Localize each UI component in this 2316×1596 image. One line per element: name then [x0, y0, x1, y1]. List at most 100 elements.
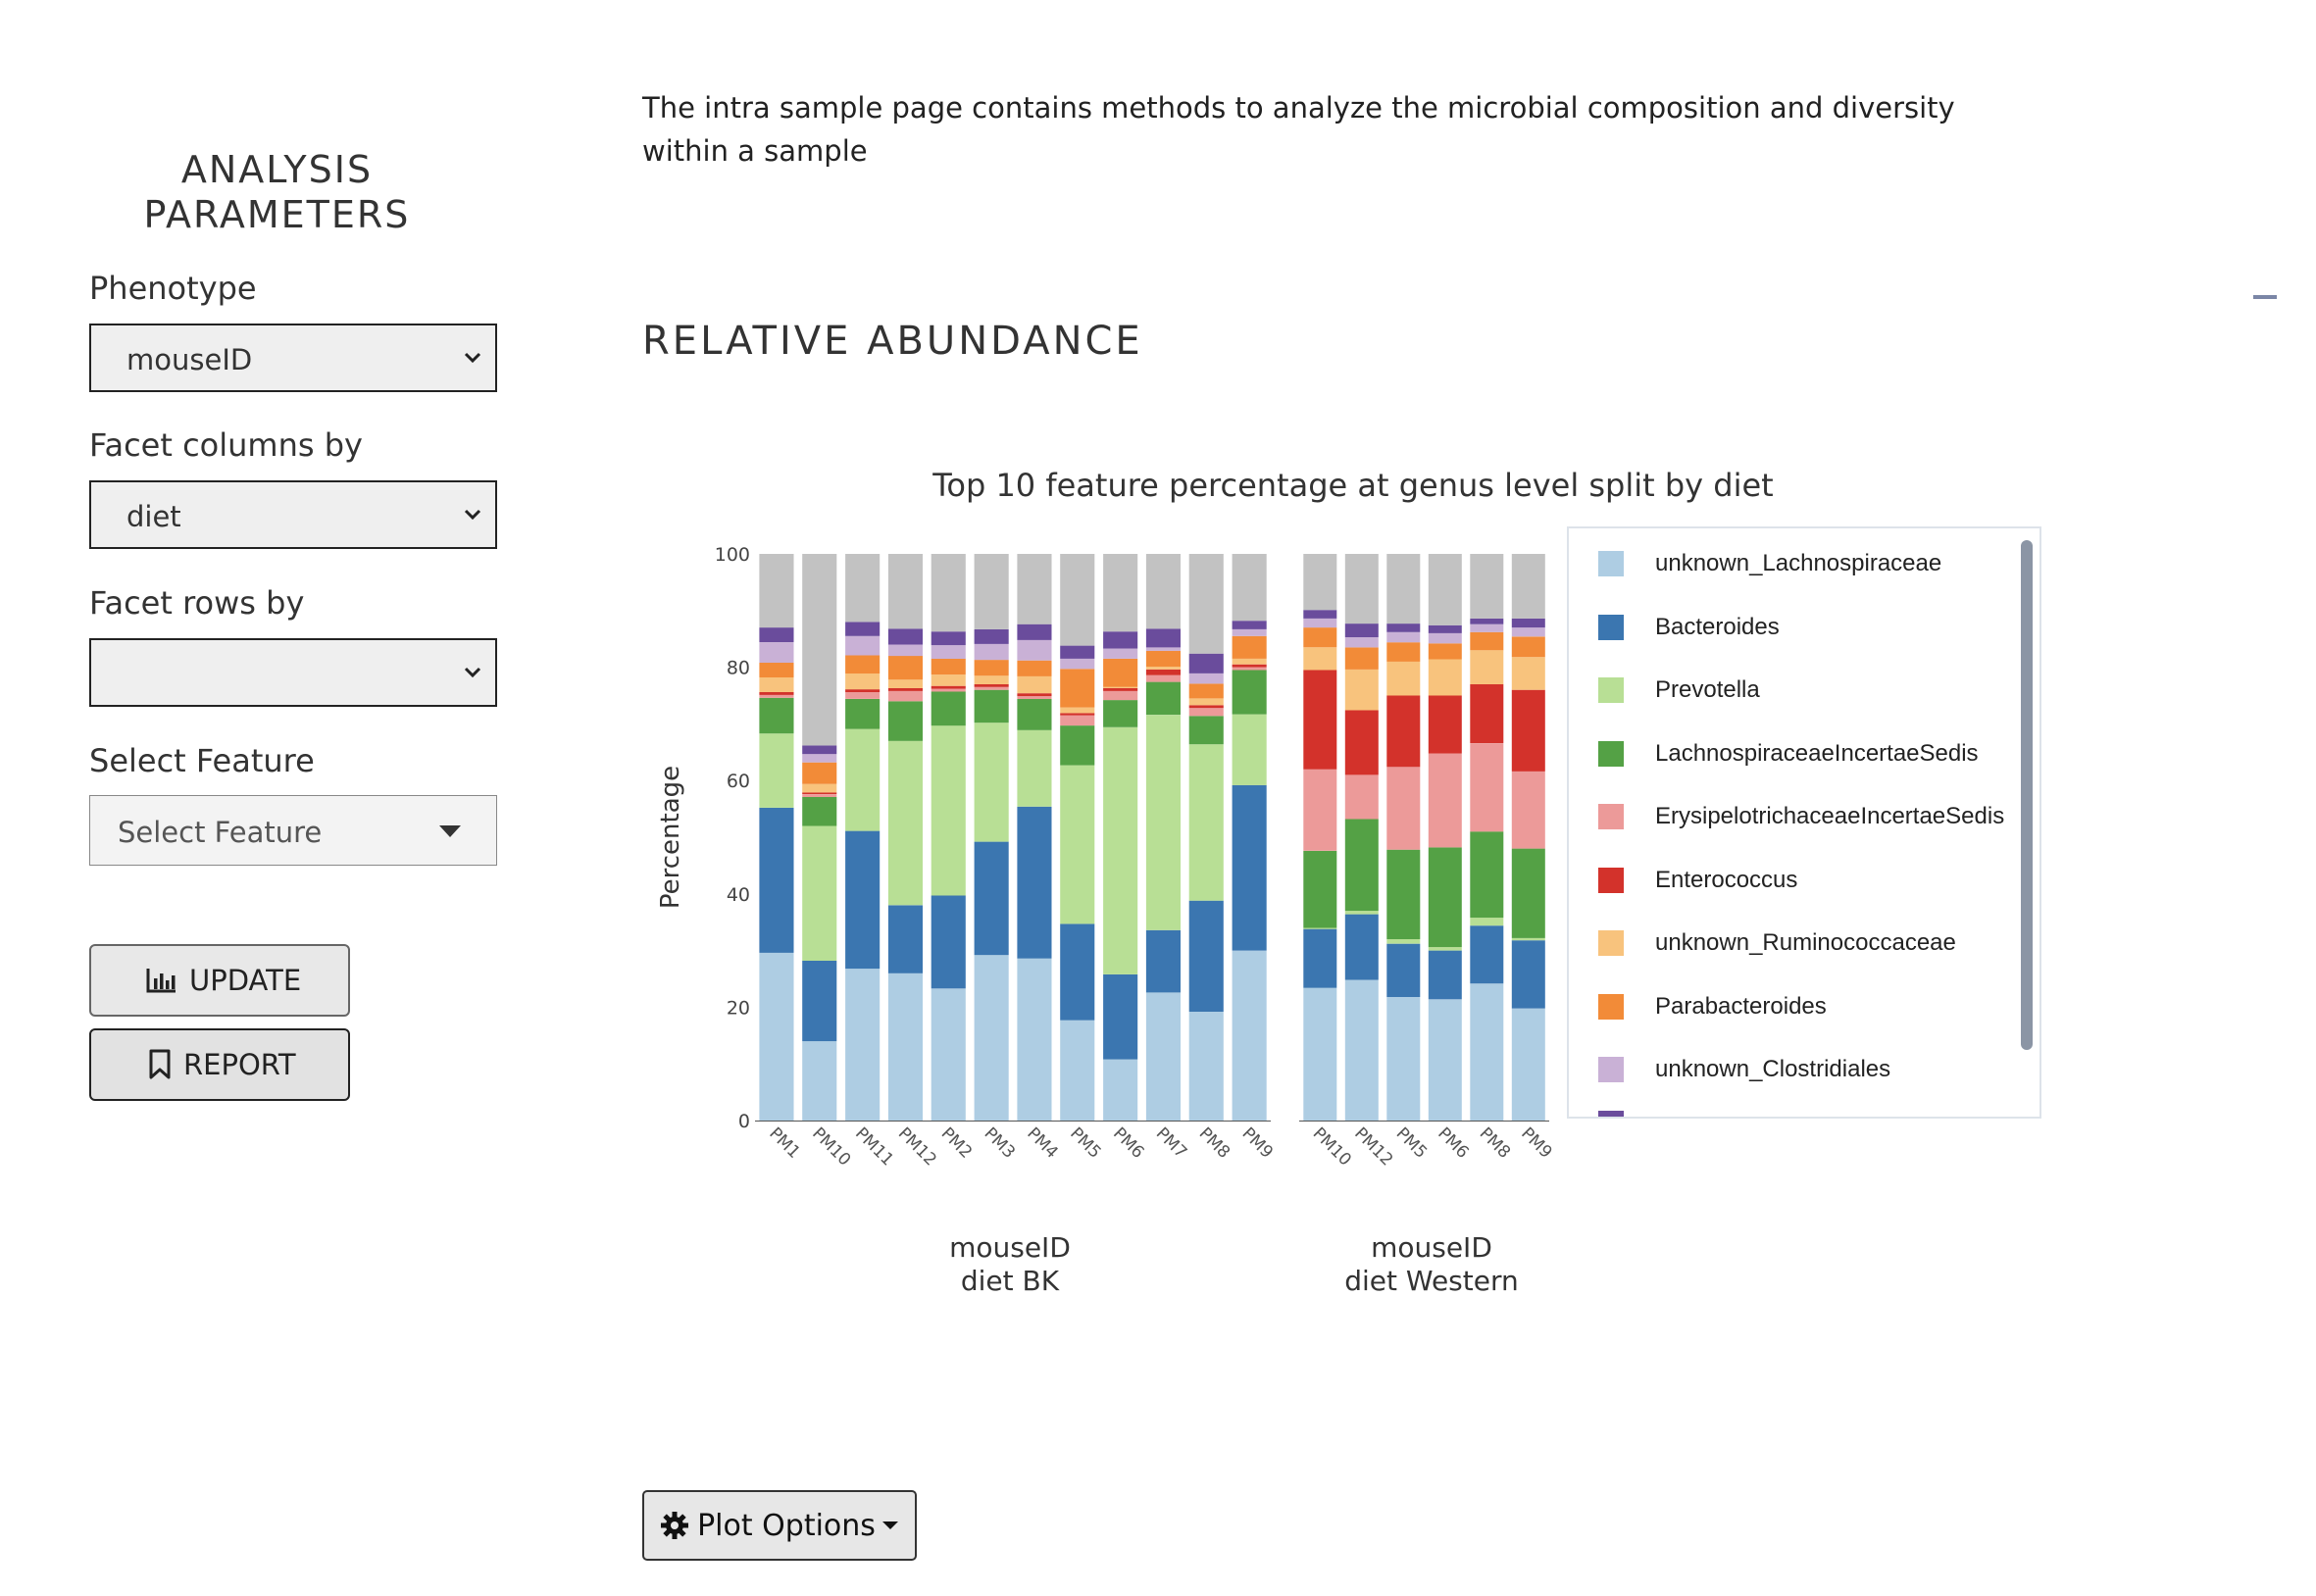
legend-label: Prevotella	[1655, 676, 1760, 703]
legend-scrollbar[interactable]	[2021, 540, 2033, 1050]
update-button[interactable]: UPDATE	[89, 944, 350, 1017]
legend-label: Bacteroides	[1655, 613, 1780, 640]
bar-segment	[974, 723, 1009, 842]
plot-options-label: Plot Options	[697, 1508, 876, 1543]
bar-segment	[1232, 658, 1267, 665]
bar-segment	[1145, 992, 1181, 1121]
bar-segment	[1511, 937, 1545, 941]
legend-item[interactable]: Prevotella	[1598, 671, 1760, 710]
bar-segment	[1386, 997, 1421, 1121]
legend-item[interactable]: Bacteroides	[1598, 608, 1780, 647]
bar-segment	[759, 694, 794, 698]
legend-swatch	[1598, 867, 1624, 893]
bar-segment	[1103, 973, 1138, 1060]
legend-item[interactable]: unknown_Lachnospiraceae	[1598, 544, 1941, 583]
legend-item[interactable]: ErysipelotrichaceaeIncertaeSedis	[1598, 797, 2004, 836]
bar-segment	[1017, 554, 1052, 624]
bar-segment	[1188, 708, 1224, 717]
bar-segment	[887, 690, 923, 702]
bar-segment	[1232, 714, 1267, 785]
x-tick-label: PM6	[1434, 1123, 1472, 1162]
legend-item[interactable]: unknown_Ruminococcaceae	[1598, 923, 1956, 963]
bar-segment	[802, 961, 837, 1042]
legend-label: unknown_Lachnospiraceae	[1655, 550, 1942, 576]
bar-segment	[1344, 774, 1379, 820]
bar-segment	[845, 554, 881, 623]
bar-segment	[931, 674, 966, 686]
legend-item[interactable]: unknown_Clostridiales	[1598, 1050, 1890, 1089]
chevron-down-icon	[464, 509, 481, 521]
x-tick-label: PM3	[981, 1123, 1019, 1162]
bar-segment	[974, 689, 1009, 723]
legend-item[interactable]: Parabacteroides	[1598, 987, 1827, 1026]
bar-segment	[1386, 642, 1421, 662]
facet-columns-value: diet	[126, 500, 181, 533]
facet-columns-select[interactable]: diet	[89, 480, 497, 549]
bar-segment	[1017, 729, 1052, 807]
bar-segment	[1103, 648, 1138, 659]
bar-segment	[1017, 958, 1052, 1121]
select-feature-dropdown[interactable]: Select Feature	[89, 795, 497, 866]
bar-segment	[1470, 623, 1504, 632]
bar-segment	[974, 686, 1009, 690]
section-title: RELATIVE ABUNDANCE	[642, 319, 1143, 364]
bar-segment	[1103, 700, 1138, 727]
bar-segment	[802, 783, 837, 793]
bar-segment	[1060, 725, 1095, 766]
select-feature-placeholder: Select Feature	[118, 816, 323, 849]
bar-segment	[845, 830, 881, 970]
bar-segment	[802, 745, 837, 755]
legend-item[interactable]: LachnospiraceaeIncertaeSedis	[1598, 734, 1979, 773]
bar-segment	[1428, 643, 1462, 660]
bar-segment	[974, 628, 1009, 644]
bar-segment	[845, 692, 881, 699]
bar-segment	[1060, 658, 1095, 670]
bar-segment	[1060, 1020, 1095, 1121]
select-feature-label: Select Feature	[89, 742, 315, 779]
bar-segment	[1386, 554, 1421, 624]
bar-segment	[1188, 683, 1224, 699]
bar-segment	[931, 988, 966, 1121]
chart-legend: unknown_Lachnospiraceae Bacteroides Prevot…	[1567, 526, 2041, 1119]
legend-swatch	[1598, 677, 1624, 703]
legend-item[interactable]: Enterococcus	[1598, 861, 1797, 900]
x-tick-label: PM9	[1238, 1123, 1277, 1162]
bar-segment	[1232, 554, 1267, 622]
bar-segment	[1303, 670, 1337, 770]
bar-segment	[1145, 667, 1181, 670]
bar-segment	[1428, 847, 1462, 948]
bar-chart-icon	[146, 969, 176, 993]
facet-label-western: mouseID diet Western	[1284, 1231, 1579, 1298]
x-tick-label: PM5	[1392, 1123, 1431, 1162]
bar-segment	[1232, 635, 1267, 659]
bar-segment	[887, 656, 923, 680]
bar-segment	[1511, 772, 1545, 849]
bar-segment	[1344, 914, 1379, 980]
bar-segment	[802, 797, 837, 826]
bar-segment	[1188, 673, 1224, 684]
x-tick-label: PM10	[1309, 1123, 1355, 1170]
bar-segment	[1470, 918, 1504, 926]
bar-segment	[1470, 983, 1504, 1121]
bar-segment	[1188, 653, 1224, 673]
report-button[interactable]: REPORT	[89, 1028, 350, 1101]
bar-segment	[1511, 627, 1545, 637]
phenotype-select[interactable]: mouseID	[89, 324, 497, 392]
intro-text: The intra sample page contains methods t…	[642, 91, 1955, 168]
bar-segment	[1386, 695, 1421, 768]
bar-segment	[1428, 554, 1462, 625]
bar-segment	[1145, 929, 1181, 993]
bar-segment	[1511, 848, 1545, 938]
bar-segment	[759, 627, 794, 643]
bar-segment	[759, 663, 794, 677]
bar-segment	[1188, 698, 1224, 706]
bar-segment	[1017, 699, 1052, 730]
bar-segment	[1060, 923, 1095, 1021]
facet-rows-select[interactable]	[89, 638, 497, 707]
bar-segment	[1103, 554, 1138, 632]
phenotype-value: mouseID	[126, 343, 253, 376]
plot-options-button[interactable]: Plot Options	[642, 1490, 917, 1561]
minus-icon[interactable]	[2253, 295, 2277, 299]
gear-icon	[661, 1512, 689, 1539]
bar-segment	[1145, 647, 1181, 651]
